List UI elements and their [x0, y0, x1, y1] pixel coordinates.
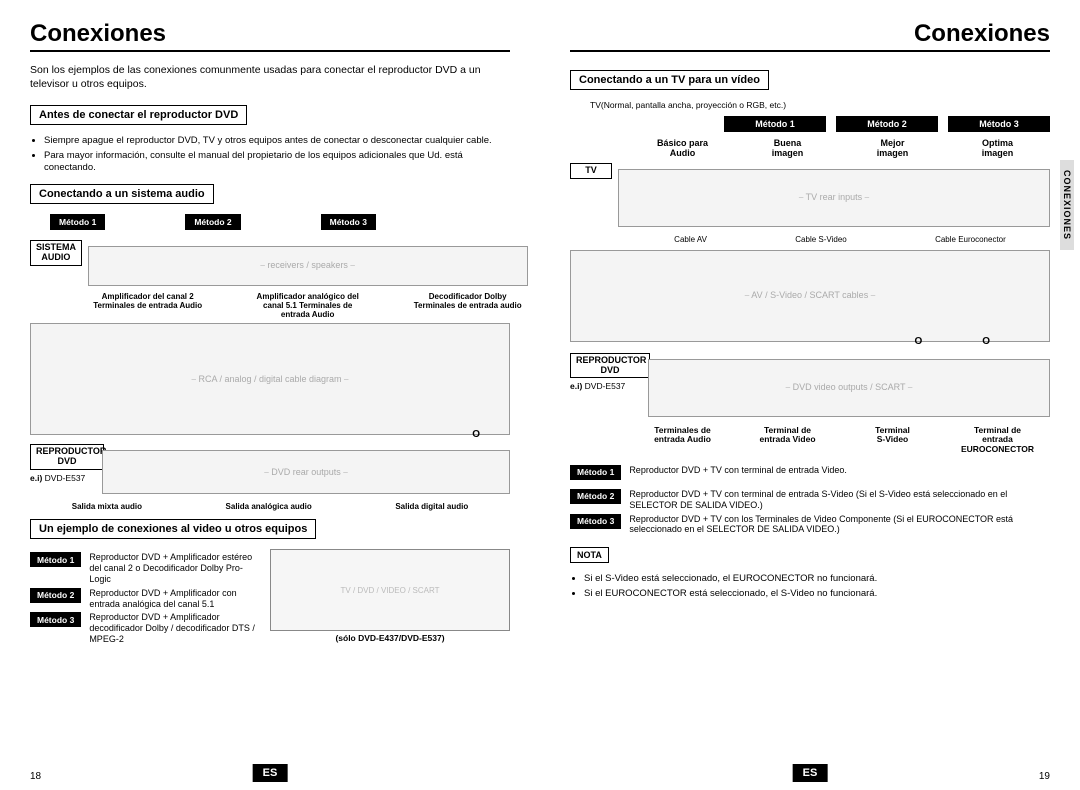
lang-badge: ES — [793, 764, 828, 782]
nota-heading: NOTA — [570, 547, 609, 563]
reproductor-dvd-label: REPRODUCTOR DVD — [30, 444, 104, 470]
output-labels: Salida mixta audio Salida analógica audi… — [30, 502, 510, 511]
method-badge: Método 2 — [185, 214, 240, 230]
method-desc: Método 2 Reproductor DVD + TV con termin… — [570, 489, 1050, 511]
cable-labels: Cable AV Cable S-Video Cable Euroconecto… — [630, 235, 1050, 244]
or-labels: OO — [570, 336, 1050, 347]
model-note: e.i) DVD-E537 — [570, 381, 642, 391]
side-tab: CONEXIONES — [1060, 160, 1074, 250]
method-desc: Método 1 Reproductor DVD + TV con termin… — [570, 465, 1050, 486]
method-badge: Método 3 — [321, 214, 376, 230]
antes-bullets: Siempre apague el reproductor DVD, TV y … — [44, 135, 510, 174]
method-badge: Método 1 — [50, 214, 105, 230]
dvd-video-outputs-diagram: ⎯ DVD video outputs / SCART ⎯ — [648, 359, 1050, 417]
page-number: 19 — [1039, 771, 1050, 782]
tv-sub: TV(Normal, pantalla ancha, proyección o … — [590, 100, 1050, 110]
tv-label: TV — [570, 163, 612, 179]
video-cable-diagram: ⎯ AV / S-Video / SCART cables ⎯ — [570, 250, 1050, 342]
page-title: Conexiones — [30, 20, 510, 52]
model-note: e.i) e.i) DVD-E537DVD-E537 — [30, 473, 96, 483]
page-number: 18 — [30, 771, 41, 782]
or-label: O — [30, 429, 510, 440]
quality-headers: Básico paraAudio Buenaimagen Mejorimagen… — [630, 138, 1050, 159]
method-desc: Método 3 Reproductor DVD + Amplificador … — [30, 612, 260, 644]
method-badge: Método 3 — [948, 116, 1050, 132]
method-desc: Método 1 Reproductor DVD + Amplificador … — [30, 552, 260, 584]
heading-tv: Conectando a un TV para un vídeo — [570, 70, 769, 90]
tv-video-diagram: TV / DVD / VIDEO / SCART — [270, 549, 510, 631]
dvd-outputs-diagram: ⎯ DVD rear outputs ⎯ — [102, 450, 510, 494]
method-desc: Método 3 Reproductor DVD + TV con los Te… — [570, 514, 1050, 536]
nota-bullets: Si el S-Video está seleccionado, el EURO… — [584, 573, 1050, 600]
amp-labels: Amplificador del canal 2 Terminales de e… — [88, 292, 528, 320]
intro-text: Son los ejemplos de las conexiones comun… — [30, 64, 510, 91]
bullet: Para mayor información, consulte el manu… — [44, 150, 510, 174]
heading-audio: Conectando a un sistema audio — [30, 184, 214, 204]
reproductor-dvd-label: REPRODUCTOR DVD — [570, 353, 650, 379]
audio-receivers-diagram: ⎯ receivers / speakers ⎯ — [88, 246, 528, 286]
heading-antes: Antes de conectar el reproductor DVD — [30, 105, 247, 125]
tv-inputs-diagram: ⎯ TV rear inputs ⎯ — [618, 169, 1050, 227]
page-title: Conexiones — [570, 20, 1050, 52]
terminal-labels: Terminales deentrada Audio Terminal deen… — [630, 426, 1050, 455]
bullet: Siempre apague el reproductor DVD, TV y … — [44, 135, 510, 147]
method-desc: Método 2 Reproductor DVD + Amplificador … — [30, 588, 260, 610]
heading-ejemplo: Un ejemplo de conexiones al video u otro… — [30, 519, 316, 539]
lang-badge: ES — [253, 764, 288, 782]
method-badge: Método 2 — [836, 116, 938, 132]
sistema-audio-label: SISTEMA AUDIO — [30, 240, 82, 266]
method-row: Método 1 Método 2 Método 3 — [50, 214, 510, 236]
diagram-caption: (sólo DVD-E437/DVD-E537) — [270, 633, 510, 643]
audio-cable-diagram: ⎯ RCA / analog / digital cable diagram ⎯ — [30, 323, 510, 435]
method-badge: Método 1 — [724, 116, 826, 132]
